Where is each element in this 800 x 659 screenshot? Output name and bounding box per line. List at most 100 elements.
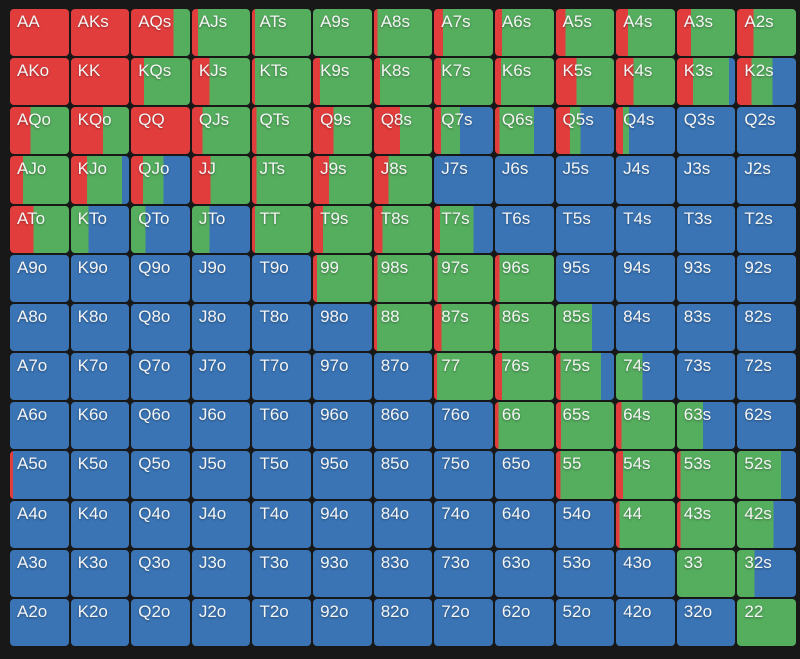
hand-cell-75s[interactable]: 75s [555, 353, 615, 401]
hand-cell-74s[interactable]: 74s [616, 353, 675, 401]
hand-cell-J9s[interactable]: J9s [313, 156, 372, 204]
hand-cell-87s[interactable]: 87s [434, 303, 493, 352]
hand-cell-94s[interactable]: 94s [616, 254, 675, 302]
hand-cell-82s[interactable]: 82s [737, 303, 796, 352]
hand-cell-J4o[interactable]: J4o [191, 500, 251, 548]
hand-cell-A7s[interactable]: A7s [434, 9, 493, 57]
hand-cell-T8o[interactable]: T8o [252, 303, 312, 352]
hand-cell-J6s[interactable]: J6s [494, 156, 554, 204]
hand-cell-63s[interactable]: 63s [676, 402, 736, 450]
hand-cell-T5s[interactable]: T5s [555, 205, 615, 253]
hand-cell-83o[interactable]: 83o [373, 549, 433, 597]
hand-cell-KTo[interactable]: KTo [70, 205, 130, 253]
hand-cell-62o[interactable]: 62o [494, 598, 554, 646]
hand-cell-42o[interactable]: 42o [616, 598, 675, 646]
hand-cell-J4s[interactable]: J4s [616, 156, 675, 204]
hand-cell-22[interactable]: 22 [737, 598, 796, 646]
hand-cell-74o[interactable]: 74o [434, 500, 493, 548]
hand-cell-Q9s[interactable]: Q9s [313, 107, 372, 155]
hand-cell-43s[interactable]: 43s [676, 500, 736, 548]
hand-cell-77[interactable]: 77 [434, 353, 493, 401]
hand-cell-K3o[interactable]: K3o [70, 549, 130, 597]
hand-cell-A8s[interactable]: A8s [373, 9, 433, 57]
hand-cell-A5o[interactable]: A5o [10, 451, 69, 499]
hand-cell-AKs[interactable]: AKs [70, 9, 130, 57]
hand-cell-96s[interactable]: 96s [494, 254, 554, 302]
hand-cell-83s[interactable]: 83s [676, 303, 736, 352]
hand-cell-84s[interactable]: 84s [616, 303, 675, 352]
hand-cell-52s[interactable]: 52s [737, 451, 796, 499]
hand-cell-55[interactable]: 55 [555, 451, 615, 499]
hand-cell-72o[interactable]: 72o [434, 598, 493, 646]
hand-cell-AQo[interactable]: AQo [10, 107, 69, 155]
hand-cell-64s[interactable]: 64s [616, 402, 675, 450]
hand-cell-AJo[interactable]: AJo [10, 156, 69, 204]
hand-cell-QJs[interactable]: QJs [191, 107, 251, 155]
hand-cell-82o[interactable]: 82o [373, 598, 433, 646]
hand-cell-A8o[interactable]: A8o [10, 303, 69, 352]
hand-cell-JJ[interactable]: JJ [191, 156, 251, 204]
hand-cell-A4s[interactable]: A4s [616, 9, 675, 57]
hand-cell-Q4o[interactable]: Q4o [131, 500, 190, 548]
hand-cell-T2s[interactable]: T2s [737, 205, 796, 253]
hand-cell-K3s[interactable]: K3s [676, 58, 736, 106]
hand-cell-K6o[interactable]: K6o [70, 402, 130, 450]
hand-cell-ATs[interactable]: ATs [252, 9, 312, 57]
hand-cell-KQs[interactable]: KQs [131, 58, 190, 106]
hand-cell-86o[interactable]: 86o [373, 402, 433, 450]
hand-cell-KJo[interactable]: KJo [70, 156, 130, 204]
hand-cell-Q3s[interactable]: Q3s [676, 107, 736, 155]
hand-cell-Q8o[interactable]: Q8o [131, 303, 190, 352]
hand-cell-33[interactable]: 33 [676, 549, 736, 597]
hand-cell-43o[interactable]: 43o [616, 549, 675, 597]
hand-cell-Q4s[interactable]: Q4s [616, 107, 675, 155]
hand-cell-95o[interactable]: 95o [313, 451, 372, 499]
hand-cell-Q5s[interactable]: Q5s [555, 107, 615, 155]
hand-cell-T6o[interactable]: T6o [252, 402, 312, 450]
hand-cell-92s[interactable]: 92s [737, 254, 796, 302]
hand-cell-A7o[interactable]: A7o [10, 353, 69, 401]
hand-cell-A4o[interactable]: A4o [10, 500, 69, 548]
hand-cell-J8o[interactable]: J8o [191, 303, 251, 352]
hand-cell-Q8s[interactable]: Q8s [373, 107, 433, 155]
hand-cell-93s[interactable]: 93s [676, 254, 736, 302]
hand-cell-98s[interactable]: 98s [373, 254, 433, 302]
hand-cell-53o[interactable]: 53o [555, 549, 615, 597]
hand-cell-T6s[interactable]: T6s [494, 205, 554, 253]
hand-cell-97s[interactable]: 97s [434, 254, 493, 302]
hand-cell-75o[interactable]: 75o [434, 451, 493, 499]
hand-cell-K9o[interactable]: K9o [70, 254, 130, 302]
hand-cell-54o[interactable]: 54o [555, 500, 615, 548]
hand-cell-73o[interactable]: 73o [434, 549, 493, 597]
hand-cell-76s[interactable]: 76s [494, 353, 554, 401]
hand-cell-J8s[interactable]: J8s [373, 156, 433, 204]
hand-cell-Q7s[interactable]: Q7s [434, 107, 493, 155]
hand-cell-86s[interactable]: 86s [494, 303, 554, 352]
hand-cell-J7o[interactable]: J7o [191, 353, 251, 401]
hand-cell-J5o[interactable]: J5o [191, 451, 251, 499]
hand-cell-J2o[interactable]: J2o [191, 598, 251, 646]
hand-cell-65o[interactable]: 65o [494, 451, 554, 499]
hand-cell-QTs[interactable]: QTs [252, 107, 312, 155]
hand-cell-92o[interactable]: 92o [313, 598, 372, 646]
hand-cell-T3o[interactable]: T3o [252, 549, 312, 597]
hand-cell-Q5o[interactable]: Q5o [131, 451, 190, 499]
hand-cell-T7o[interactable]: T7o [252, 353, 312, 401]
hand-cell-A2s[interactable]: A2s [737, 9, 796, 57]
hand-cell-84o[interactable]: 84o [373, 500, 433, 548]
hand-cell-KQo[interactable]: KQo [70, 107, 130, 155]
hand-cell-T7s[interactable]: T7s [434, 205, 493, 253]
hand-cell-A3o[interactable]: A3o [10, 549, 69, 597]
hand-cell-99[interactable]: 99 [313, 254, 372, 302]
hand-cell-72s[interactable]: 72s [737, 353, 796, 401]
hand-cell-KJs[interactable]: KJs [191, 58, 251, 106]
hand-cell-K8o[interactable]: K8o [70, 303, 130, 352]
hand-cell-J3s[interactable]: J3s [676, 156, 736, 204]
hand-cell-J7s[interactable]: J7s [434, 156, 493, 204]
hand-cell-T3s[interactable]: T3s [676, 205, 736, 253]
hand-cell-53s[interactable]: 53s [676, 451, 736, 499]
hand-cell-J2s[interactable]: J2s [737, 156, 796, 204]
hand-cell-T4s[interactable]: T4s [616, 205, 675, 253]
hand-cell-K6s[interactable]: K6s [494, 58, 554, 106]
hand-cell-A6o[interactable]: A6o [10, 402, 69, 450]
